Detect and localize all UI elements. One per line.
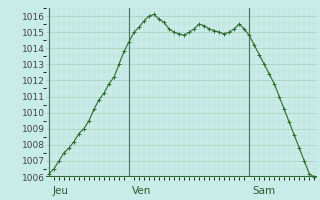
Text: Ven: Ven (132, 186, 152, 196)
Text: Jeu: Jeu (52, 186, 68, 196)
Text: Sam: Sam (252, 186, 276, 196)
